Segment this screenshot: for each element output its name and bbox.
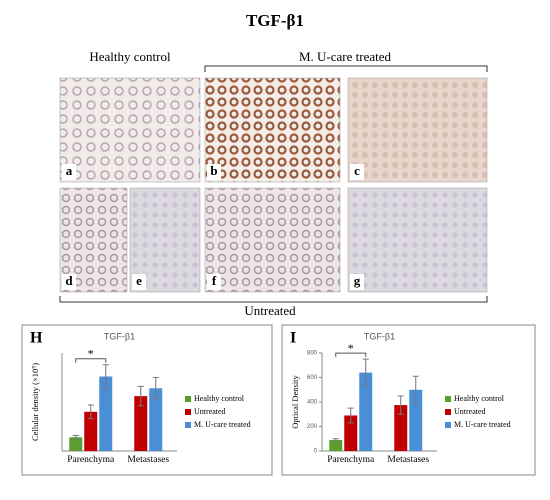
error-bar — [412, 375, 419, 404]
chart-title: TGF-β1 — [104, 331, 135, 341]
bar — [409, 389, 423, 451]
micrograph — [204, 77, 341, 183]
legend-label: Untreated — [194, 407, 226, 416]
bar — [69, 437, 83, 451]
significance: * — [88, 347, 94, 361]
group-label: M. U-care treated — [299, 49, 392, 64]
legend-label: M. U-care treated — [454, 420, 511, 429]
x-tick-label: Parenchyma — [67, 455, 115, 465]
legend-swatch — [185, 396, 191, 402]
group-label: Healthy control — [89, 49, 171, 64]
bar — [359, 372, 373, 451]
x-tick-label: Metastases — [127, 455, 169, 465]
legend-label: M. U-care treated — [194, 420, 251, 429]
chart-title: TGF-β1 — [364, 331, 395, 341]
error-bar — [87, 404, 94, 420]
label-bg — [238, 304, 304, 320]
panel-letter: f — [212, 273, 217, 288]
panel-letter-bg — [132, 274, 146, 290]
bracket — [59, 296, 488, 303]
significance-bracket — [335, 352, 367, 358]
bar — [84, 411, 98, 451]
bar — [329, 439, 343, 451]
error-bar — [362, 358, 369, 387]
panel-letter-bg — [62, 274, 76, 290]
x-tick-label: Parenchyma — [327, 455, 375, 465]
legend-label: Untreated — [454, 407, 486, 416]
micrograph — [59, 187, 128, 293]
bar — [394, 405, 408, 451]
panel-letter-bg — [350, 164, 364, 180]
chart-frame — [281, 324, 536, 476]
panel-letter-bg — [207, 164, 221, 180]
x-tick-label: Metastases — [387, 455, 429, 465]
significance-bracket — [75, 358, 107, 363]
panel-letter-bg — [350, 274, 364, 290]
bar — [149, 388, 163, 451]
error-bar — [102, 364, 109, 389]
significance: * — [348, 341, 354, 355]
legend-swatch — [445, 396, 451, 402]
panel-label: I — [290, 330, 296, 347]
error-bar — [332, 438, 339, 442]
micrographs: a b c d e f g — [59, 77, 488, 293]
legend-label: Healthy control — [194, 394, 245, 403]
y-axis-label: Cellular density (×10⁵) — [30, 363, 40, 441]
error-bar — [397, 395, 404, 415]
legend-swatch — [185, 409, 191, 415]
micrograph — [347, 187, 488, 293]
charts: H TGF-β1 Cellular density (×10⁵) Parenchyma… — [21, 324, 536, 476]
group-label: Untreated — [244, 303, 296, 318]
y-tick-label: 400 — [307, 400, 318, 406]
error-bar — [152, 377, 159, 400]
micrograph — [347, 77, 488, 183]
panel-letter: g — [354, 273, 361, 288]
legend-swatch — [445, 409, 451, 415]
error-bar — [137, 385, 144, 407]
y-axis-label: Optical Density — [290, 374, 300, 428]
bar — [134, 396, 148, 451]
bar — [344, 415, 358, 451]
legend-swatch — [185, 422, 191, 428]
panel-letter: e — [136, 273, 142, 288]
micrograph — [204, 187, 341, 293]
panel-letter-bg — [62, 164, 76, 180]
panel-letter: a — [66, 163, 73, 178]
micrograph — [59, 77, 201, 183]
legend-swatch — [445, 422, 451, 428]
error-bar — [72, 434, 79, 440]
y-tick-label: 200 — [307, 424, 318, 430]
panel-letter: c — [354, 163, 360, 178]
y-tick-label: 600 — [307, 375, 318, 381]
figure-title: TGF-β1 — [246, 11, 304, 30]
y-tick-label: 0 — [314, 449, 318, 455]
y-tick-label: 800 — [307, 351, 318, 357]
bar — [99, 376, 113, 451]
panel-letter-bg — [207, 274, 221, 290]
legend-label: Healthy control — [454, 394, 505, 403]
panel-label: H — [30, 330, 43, 347]
error-bar — [347, 407, 354, 424]
bracket — [204, 65, 488, 72]
panel-letter: b — [210, 163, 217, 178]
panel-letter: d — [65, 273, 73, 288]
